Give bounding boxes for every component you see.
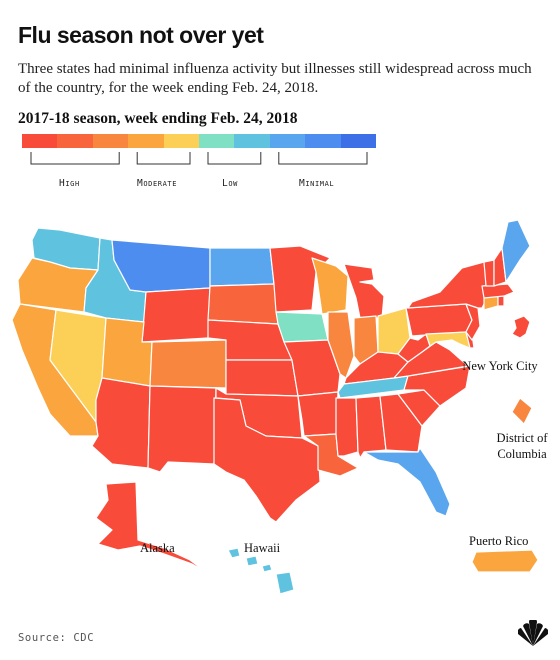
peacock-icon <box>518 620 548 646</box>
legend-swatch <box>57 134 93 148</box>
legend-swatch <box>269 134 306 148</box>
state-hawaii <box>227 547 295 595</box>
inset-district-of-columbia <box>511 397 533 425</box>
source-note: Source: CDC <box>18 632 95 644</box>
label-puerto-rico: Puerto Rico <box>469 534 529 548</box>
legend-swatch <box>128 134 164 148</box>
legend-swatch <box>163 134 200 148</box>
state-rhode-island <box>497 295 505 307</box>
legend-swatch <box>234 134 270 148</box>
state-colorado <box>149 339 227 389</box>
state-pennsylvania <box>405 303 473 337</box>
chart-subtitle: Three states had minimal influenza activ… <box>18 61 532 96</box>
state-kansas <box>225 359 299 397</box>
label-alaska: Alaska <box>140 541 175 555</box>
state-mississippi <box>335 397 359 457</box>
state-new-york <box>407 261 489 309</box>
legend-swatch <box>22 134 58 148</box>
legend-title: 2017-18 season, week ending Feb. 24, 201… <box>18 110 298 127</box>
legend-swatch <box>340 134 377 148</box>
legend-label-moderate: Moderate <box>137 178 178 189</box>
state-new-mexico <box>147 385 217 473</box>
label-district-of-columbia: District of Columbia <box>496 431 548 461</box>
state-florida <box>363 447 451 517</box>
state-texas <box>213 397 321 523</box>
state-georgia <box>379 393 423 453</box>
label-new-york-city: New York City <box>462 359 538 373</box>
state-massachusetts <box>481 283 515 299</box>
legend-swatch <box>199 134 235 148</box>
legend-bracket <box>278 152 368 165</box>
inset-new-york-city <box>511 315 531 339</box>
state-montana <box>111 239 211 293</box>
legend-swatch <box>305 134 341 148</box>
state-arizona <box>91 377 151 469</box>
state-wyoming <box>141 287 211 343</box>
legend-bracket <box>136 152 191 165</box>
state-michigan <box>343 263 385 319</box>
state-maine <box>501 219 531 283</box>
state-south-dakota <box>207 283 279 325</box>
state-arkansas <box>297 391 339 437</box>
legend-label-low: Low <box>222 178 238 189</box>
legend-label-high: High <box>59 178 80 189</box>
legend-category-brackets <box>30 152 368 165</box>
state-iowa <box>275 311 329 343</box>
state-wisconsin <box>311 257 349 315</box>
legend-swatch <box>92 134 129 148</box>
legend-bracket <box>207 152 262 165</box>
inset-puerto-rico <box>471 549 539 573</box>
chart-title: Flu season not over yet <box>18 22 264 48</box>
us-flu-activity-map <box>11 219 539 595</box>
label-hawaii: Hawaii <box>244 541 281 555</box>
legend-bracket <box>30 152 120 165</box>
legend-label-minimal: Minimal <box>299 178 335 189</box>
state-north-dakota <box>209 247 275 287</box>
state-vermont <box>483 259 495 287</box>
state-alaska <box>95 481 207 573</box>
legend-color-scale <box>22 134 377 148</box>
